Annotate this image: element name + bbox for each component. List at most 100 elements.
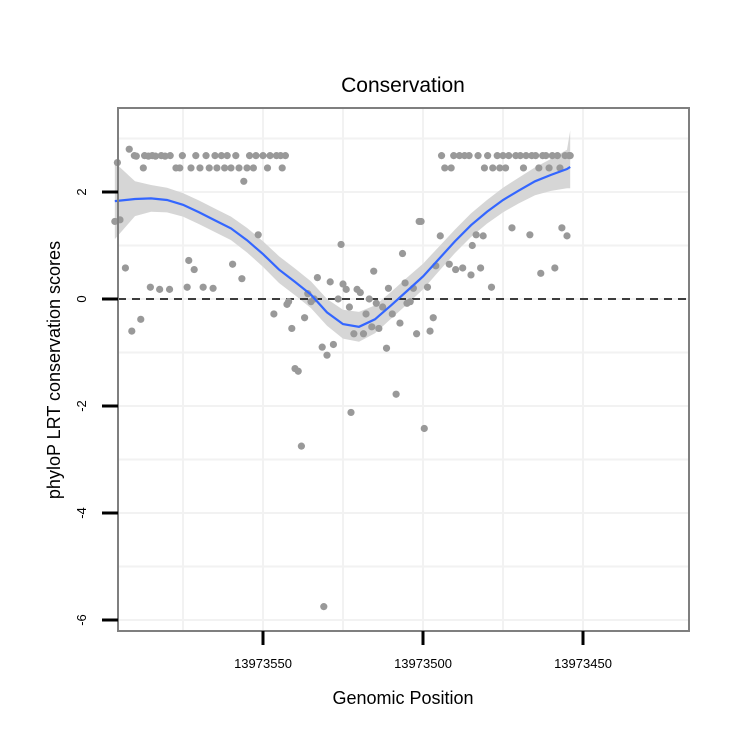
data-point (480, 164, 489, 172)
data-point (209, 284, 217, 292)
data-point (372, 299, 380, 307)
data-point (398, 249, 407, 258)
data-point (382, 344, 391, 352)
data-point (243, 164, 251, 172)
data-point (468, 241, 476, 250)
data-point (501, 164, 510, 172)
data-point (238, 275, 246, 283)
data-point (229, 260, 237, 268)
data-point (297, 442, 305, 450)
data-point (384, 284, 393, 292)
data-point (240, 177, 248, 185)
data-point (217, 152, 225, 160)
data-point (566, 152, 574, 160)
y-tick-label: -2 (74, 400, 89, 412)
data-point (556, 164, 564, 172)
data-point (326, 278, 334, 286)
data-point (285, 298, 293, 306)
data-point (420, 424, 428, 433)
data-point (329, 340, 337, 349)
data-point (493, 152, 501, 160)
data-point (437, 152, 446, 160)
data-point (288, 324, 296, 333)
data-point (487, 283, 496, 291)
data-point (359, 330, 368, 338)
data-point (166, 152, 174, 160)
data-point (318, 343, 326, 351)
data-point (474, 152, 482, 160)
data-point (401, 279, 409, 287)
data-point (426, 327, 434, 335)
data-point (192, 152, 200, 160)
data-point (223, 152, 231, 160)
data-point (558, 224, 566, 232)
data-point (347, 408, 355, 417)
data-point (213, 164, 221, 172)
data-point (388, 310, 396, 318)
data-point (455, 152, 464, 160)
x-tick-label: 13973550 (234, 656, 292, 671)
data-point (183, 283, 191, 291)
data-point (345, 303, 353, 311)
data-point (252, 152, 260, 160)
x-axis-title: Genomic Position (332, 688, 473, 708)
data-point (467, 271, 475, 279)
data-point (190, 265, 198, 274)
y-tick-label: -4 (74, 507, 89, 519)
data-point (362, 310, 370, 318)
data-point (392, 390, 400, 398)
data-point (450, 152, 458, 160)
data-point (563, 232, 571, 240)
data-point (423, 283, 432, 291)
data-point (301, 314, 309, 322)
data-point (508, 224, 516, 232)
data-point (553, 152, 562, 160)
data-point (313, 274, 321, 282)
data-point (499, 152, 507, 160)
data-point (221, 164, 229, 172)
data-point (339, 280, 347, 288)
x-axis: 13973550 13973500 13973450 (234, 631, 612, 671)
data-point (235, 164, 243, 172)
y-tick-label: 0 (74, 295, 89, 302)
data-point (128, 327, 136, 335)
data-point (526, 231, 534, 239)
smooth-line (114, 165, 571, 328)
smooth-curve (114, 165, 571, 328)
data-point (278, 164, 286, 172)
data-point (320, 603, 328, 611)
data-point (249, 164, 257, 172)
data-point (146, 283, 154, 291)
data-point (406, 298, 414, 306)
data-point (176, 164, 184, 172)
data-point (121, 264, 129, 272)
data-point (447, 164, 455, 172)
data-point (479, 232, 487, 240)
data-point (205, 164, 213, 172)
data-points (111, 145, 574, 611)
chart-title: Conservation (341, 74, 465, 97)
data-point (323, 351, 331, 359)
data-point (477, 264, 485, 272)
data-point (125, 145, 133, 153)
data-point (342, 285, 350, 293)
x-tick-label: 13973450 (554, 656, 612, 671)
y-axis: -6 -4 -2 0 2 (74, 188, 118, 626)
data-point (436, 232, 444, 240)
data-point (139, 164, 147, 172)
data-point (545, 164, 553, 172)
data-point (379, 303, 387, 311)
data-point (532, 152, 540, 160)
data-point (270, 310, 278, 318)
data-point (187, 164, 195, 172)
data-point (368, 323, 376, 331)
y-axis-title: phyloP LRT conservation scores (44, 241, 64, 499)
data-point (445, 260, 453, 268)
data-point (370, 267, 378, 275)
data-point (254, 231, 262, 239)
data-point (489, 164, 497, 172)
data-point (522, 152, 530, 160)
data-point (484, 152, 492, 160)
data-point (202, 152, 210, 160)
data-point (334, 295, 342, 303)
